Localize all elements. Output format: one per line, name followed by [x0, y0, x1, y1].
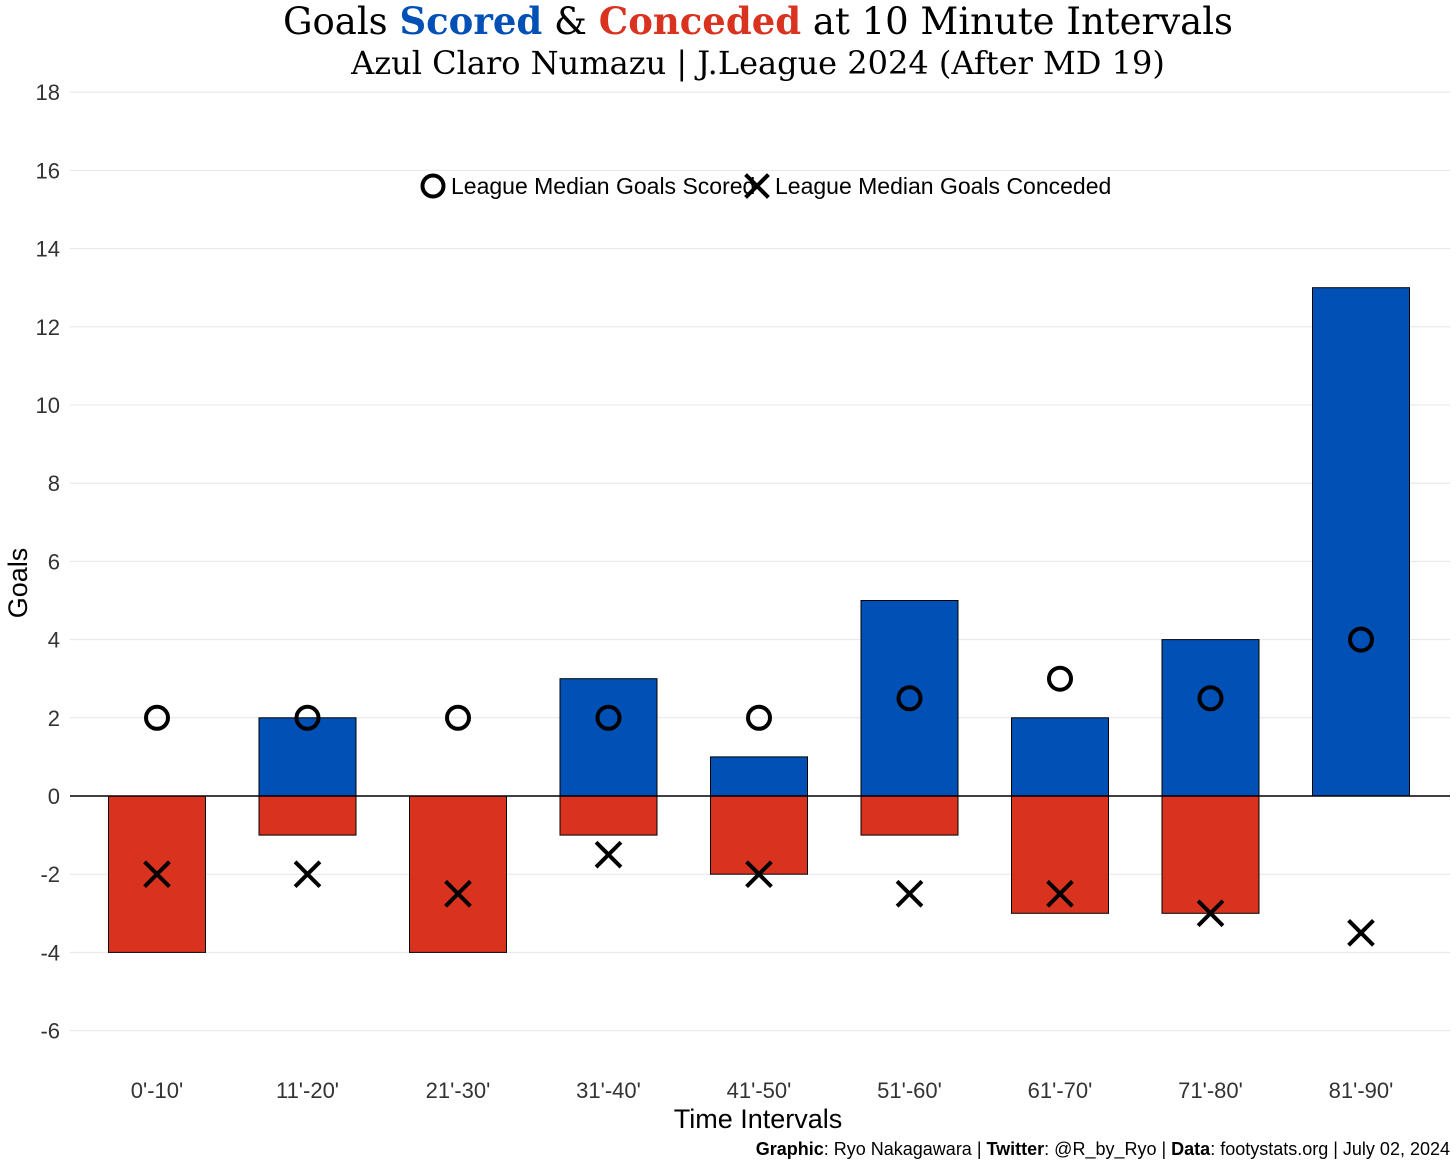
legend: League Median Goals Scored League Median… — [420, 173, 1111, 199]
median-scored-circle-icon — [595, 704, 622, 731]
median-scored-circle-icon — [1047, 665, 1073, 692]
bar-scored — [559, 678, 658, 797]
y-axis-ticks: -6 -4 -2 0 2 4 6 8 10 12 14 16 18 — [36, 80, 60, 1043]
chart-title: Goals Scored & Conceded at 10 Minute Int… — [283, 0, 1233, 43]
x-axis-label: Time Intervals — [674, 1104, 843, 1134]
caption-part-4: Data — [1171, 1139, 1211, 1159]
x-tick-label: 0'-10' — [131, 1078, 183, 1103]
median-conceded-x-icon — [143, 860, 171, 889]
title-part-2: & — [542, 0, 598, 43]
bar-conceded — [409, 795, 507, 953]
median-conceded-x-icon — [594, 840, 623, 869]
y-tick-label: 2 — [48, 706, 60, 731]
median-conceded-x-icon — [1347, 919, 1375, 947]
median-conceded-x-icon — [1196, 899, 1225, 928]
bar-conceded — [559, 795, 658, 836]
median-scored-circle-icon — [1197, 685, 1224, 712]
bar-scored — [1312, 287, 1410, 797]
median-conceded-x-icon — [444, 879, 472, 908]
caption-part-3: : @R_by_Ryo | — [1044, 1139, 1171, 1160]
median-conceded-x-icon — [1046, 879, 1074, 908]
median-scored-circle-icon — [144, 704, 170, 731]
title-part-1: Scored — [399, 0, 542, 43]
x-tick-label: 41'-50' — [727, 1078, 792, 1103]
y-tick-label: 12 — [36, 315, 60, 340]
gridlines — [70, 91, 1450, 1032]
y-axis-label: Goals — [3, 548, 33, 619]
caption-part-2: Twitter — [987, 1139, 1045, 1159]
x-tick-label: 71'-80' — [1178, 1078, 1243, 1103]
y-tick-label: 0 — [48, 784, 60, 809]
median-conceded-x-icon — [745, 860, 773, 889]
median-scored-circle-icon — [896, 685, 923, 712]
median-scored-circle-icon — [746, 704, 772, 731]
bar-scored — [258, 717, 357, 797]
bar-scored — [710, 756, 808, 797]
caption: Graphic: Ryo Nakagawara | Twitter: @R_by… — [756, 1139, 1450, 1160]
legend-label-median-conceded: League Median Goals Conceded — [775, 173, 1111, 199]
title-part-4: at 10 Minute Intervals — [801, 0, 1233, 43]
bar-conceded — [1161, 795, 1260, 914]
bar-scored — [1161, 639, 1260, 797]
median-markers — [143, 626, 1375, 947]
median-conceded-x-icon — [293, 860, 322, 889]
caption-part-1: : Ryo Nakagawara | — [824, 1139, 987, 1159]
bars — [108, 287, 1410, 953]
x-tick-label: 81'-90' — [1329, 1078, 1394, 1103]
y-tick-label: 8 — [48, 471, 60, 496]
median-scored-circle-icon — [294, 704, 321, 731]
y-tick-label: 10 — [36, 393, 60, 418]
caption-part-0: Graphic — [756, 1139, 824, 1159]
y-tick-label: 4 — [48, 628, 60, 653]
x-tick-label: 61'-70' — [1028, 1078, 1093, 1103]
caption-part-5: : footystats.org | July 02, 2024 — [1210, 1139, 1450, 1159]
bar-conceded — [258, 795, 357, 836]
median-scored-circle-icon — [1348, 626, 1374, 653]
x-tick-label: 51'-60' — [877, 1078, 942, 1103]
median-conceded-x-icon — [895, 879, 924, 908]
legend-x-icon — [744, 173, 770, 199]
y-tick-label: 14 — [36, 237, 60, 262]
median-scored-circle-icon — [445, 704, 471, 731]
x-tick-label: 11'-20' — [276, 1078, 339, 1103]
legend-circle-icon — [420, 173, 446, 199]
y-tick-label: 6 — [48, 549, 60, 574]
legend-label-median-scored: League Median Goals Scored — [451, 173, 755, 199]
bar-scored — [860, 600, 959, 797]
x-axis-ticks: 0'-10' 11'-20' 21'-30' 31'-40' 41'-50' 51'-60… — [131, 1078, 1394, 1103]
bar-conceded — [710, 795, 808, 875]
title-part-3: Conceded — [599, 0, 801, 43]
x-tick-label: 31'-40' — [576, 1078, 641, 1103]
y-tick-label: 18 — [36, 80, 60, 105]
bar-conceded — [860, 795, 959, 836]
title-part-0: Goals — [283, 0, 399, 43]
bar-scored — [1011, 717, 1109, 797]
y-tick-label: -6 — [40, 1019, 60, 1044]
y-tick-label: -4 — [40, 940, 60, 965]
chart-subtitle: Azul Claro Numazu | J.League 2024 (After… — [350, 44, 1165, 82]
x-tick-label: 21'-30' — [426, 1078, 491, 1103]
y-tick-label: 16 — [36, 158, 60, 183]
y-tick-label: -2 — [40, 862, 60, 887]
